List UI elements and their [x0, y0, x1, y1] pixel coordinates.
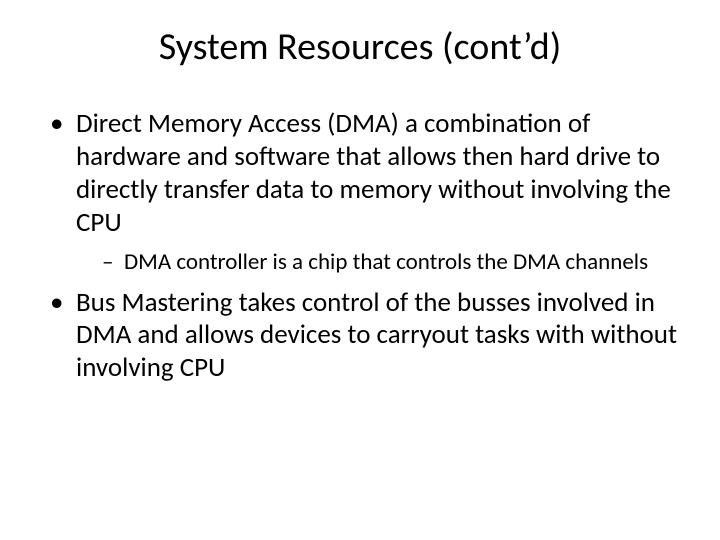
bullet-text: Direct Memory Access (DMA) a combination…	[76, 107, 671, 239]
sub-bullet-list: DMA controller is a chip that controls t…	[102, 248, 680, 277]
list-item: DMA controller is a chip that controls t…	[102, 248, 680, 277]
bullet-text: DMA controller is a chip that controls t…	[124, 248, 648, 276]
slide-title: System Resources (cont’d)	[40, 24, 680, 70]
list-item: Bus Mastering takes control of the busse…	[46, 287, 680, 386]
bullet-text: Bus Mastering takes control of the busse…	[76, 286, 677, 385]
slide: System Resources (cont’d) Direct Memory …	[0, 0, 720, 540]
list-item: Direct Memory Access (DMA) a combination…	[46, 108, 680, 277]
bullet-list: Direct Memory Access (DMA) a combination…	[46, 108, 680, 385]
